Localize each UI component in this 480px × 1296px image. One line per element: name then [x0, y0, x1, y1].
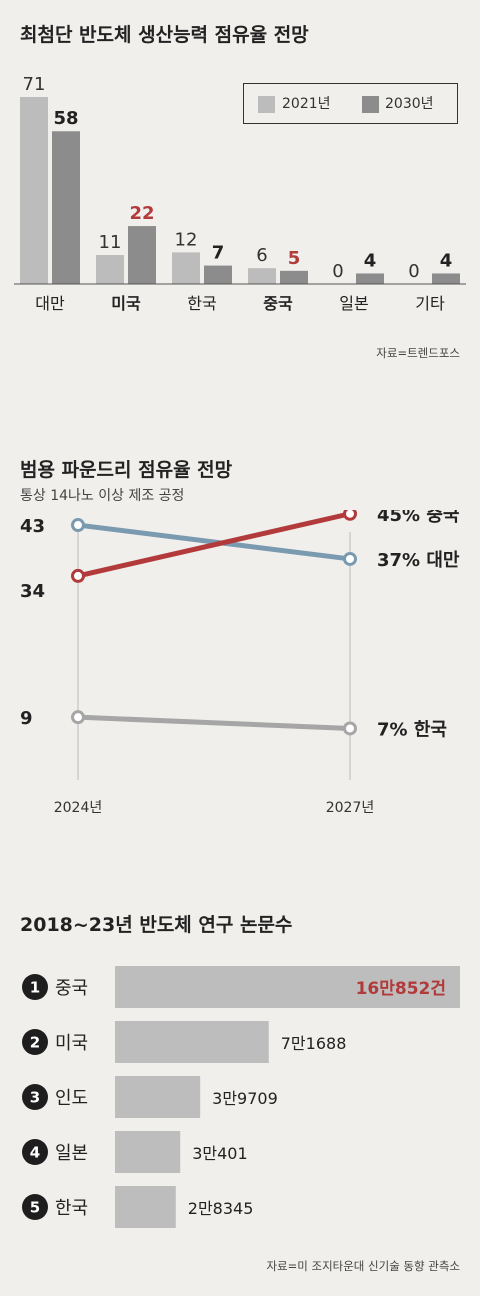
category-label: 중국 — [263, 294, 293, 313]
bar-2021 — [96, 255, 124, 284]
category-label: 한국 — [187, 294, 216, 313]
country-label: 인도 — [55, 1088, 88, 1109]
x-tick-label: 2024년 — [54, 800, 103, 816]
chart2-subtitle: 통상 14나노 이상 제조 공정 — [20, 488, 185, 504]
bar-2021 — [248, 268, 276, 284]
country-label: 일본 — [55, 1143, 88, 1164]
chart3-hbar-chart: 1 중국 16만852건 2 미국 7만1688 3 인도 3만9709 4 일본 3만401 5 한국 2… — [22, 966, 460, 1228]
start-label: 9 — [20, 708, 33, 729]
chart2-title: 범용 파운드리 점유율 전망 — [20, 459, 233, 481]
point-2027 — [343, 551, 357, 566]
value-label-2021: 0 — [408, 261, 419, 282]
value-label-2030: 7 — [212, 243, 225, 264]
category-label: 기타 — [415, 294, 445, 313]
end-label: 37% 대만 — [377, 550, 460, 571]
legend-2030-swatch — [362, 96, 379, 113]
value-label-2030: 4 — [364, 250, 377, 271]
rank-badge — [22, 1194, 48, 1220]
point-2024 — [71, 568, 85, 583]
rank-badge — [22, 1139, 48, 1165]
bar-2021 — [20, 97, 48, 284]
category-label: 일본 — [339, 294, 368, 313]
point-2027 — [343, 721, 357, 736]
bar-2030 — [128, 226, 156, 284]
chart1-legend: 2021년 2030년 — [243, 83, 458, 124]
series-line — [75, 714, 353, 731]
value-label: 3만401 — [192, 1144, 247, 1163]
series-line — [75, 511, 353, 579]
value-label-2021: 0 — [332, 261, 343, 282]
value-label-2030: 5 — [288, 248, 301, 269]
value-bar — [115, 966, 460, 1008]
rank-number: 5 — [30, 1199, 40, 1217]
category-label: 대만 — [35, 294, 65, 313]
value-label: 3만9709 — [212, 1089, 278, 1108]
rank-number: 2 — [30, 1034, 40, 1052]
rank-badge — [22, 1029, 48, 1055]
value-bar — [115, 1076, 201, 1118]
value-label-2021: 12 — [175, 229, 198, 250]
chart1-source: 자료=트렌드포스 — [376, 346, 460, 360]
value-label: 2만8345 — [188, 1199, 254, 1218]
bar-2030 — [52, 131, 80, 284]
value-label-2030: 58 — [53, 108, 78, 129]
point-2027 — [343, 510, 357, 521]
legend-2021-swatch — [258, 96, 275, 113]
country-label: 한국 — [55, 1198, 88, 1219]
value-bar — [115, 1186, 176, 1228]
category-label: 미국 — [111, 294, 141, 313]
end-label: 7% 한국 — [377, 719, 447, 740]
bar-2021 — [172, 252, 200, 284]
bar-2030 — [432, 273, 460, 284]
value-label: 16만852건 — [356, 979, 446, 999]
country-label: 중국 — [55, 978, 88, 999]
value-label-2021: 71 — [23, 74, 46, 95]
point-2024 — [71, 710, 85, 725]
value-bar — [115, 1021, 269, 1063]
value-label-2030: 4 — [440, 250, 453, 271]
value-label-2021: 11 — [99, 232, 122, 253]
rank-badge — [22, 1084, 48, 1110]
value-label-2030: 22 — [129, 203, 154, 224]
rank-badge — [22, 974, 48, 1000]
end-label: 45% 중국 — [377, 510, 459, 526]
bar-2030 — [204, 265, 232, 284]
chart2-line-chart: 43 37% 대만 34 45% 중국 9 7% 한국 2024년 2027년 — [20, 510, 460, 816]
series-line — [75, 522, 353, 562]
chart3-title: 2018~23년 반도체 연구 논문수 — [20, 914, 293, 936]
chart3-source: 자료=미 조지타운대 신기술 동향 관측소 — [266, 1259, 460, 1273]
rank-number: 1 — [30, 979, 40, 997]
legend-2021-label: 2021년 — [282, 96, 331, 112]
point-2024 — [71, 518, 85, 533]
rank-number: 3 — [30, 1089, 40, 1107]
bar-2030 — [356, 273, 384, 284]
chart1-title: 최첨단 반도체 생산능력 점유율 전망 — [20, 24, 309, 46]
rank-number: 4 — [30, 1144, 40, 1162]
start-label: 43 — [20, 516, 45, 537]
country-label: 미국 — [55, 1033, 88, 1054]
bar-2030 — [280, 270, 308, 284]
value-label-2021: 6 — [256, 245, 267, 266]
value-bar — [115, 1131, 181, 1173]
value-label: 7만1688 — [281, 1034, 347, 1053]
start-label: 34 — [20, 581, 45, 602]
legend-2030-label: 2030년 — [385, 96, 434, 112]
x-tick-label: 2027년 — [326, 800, 375, 816]
